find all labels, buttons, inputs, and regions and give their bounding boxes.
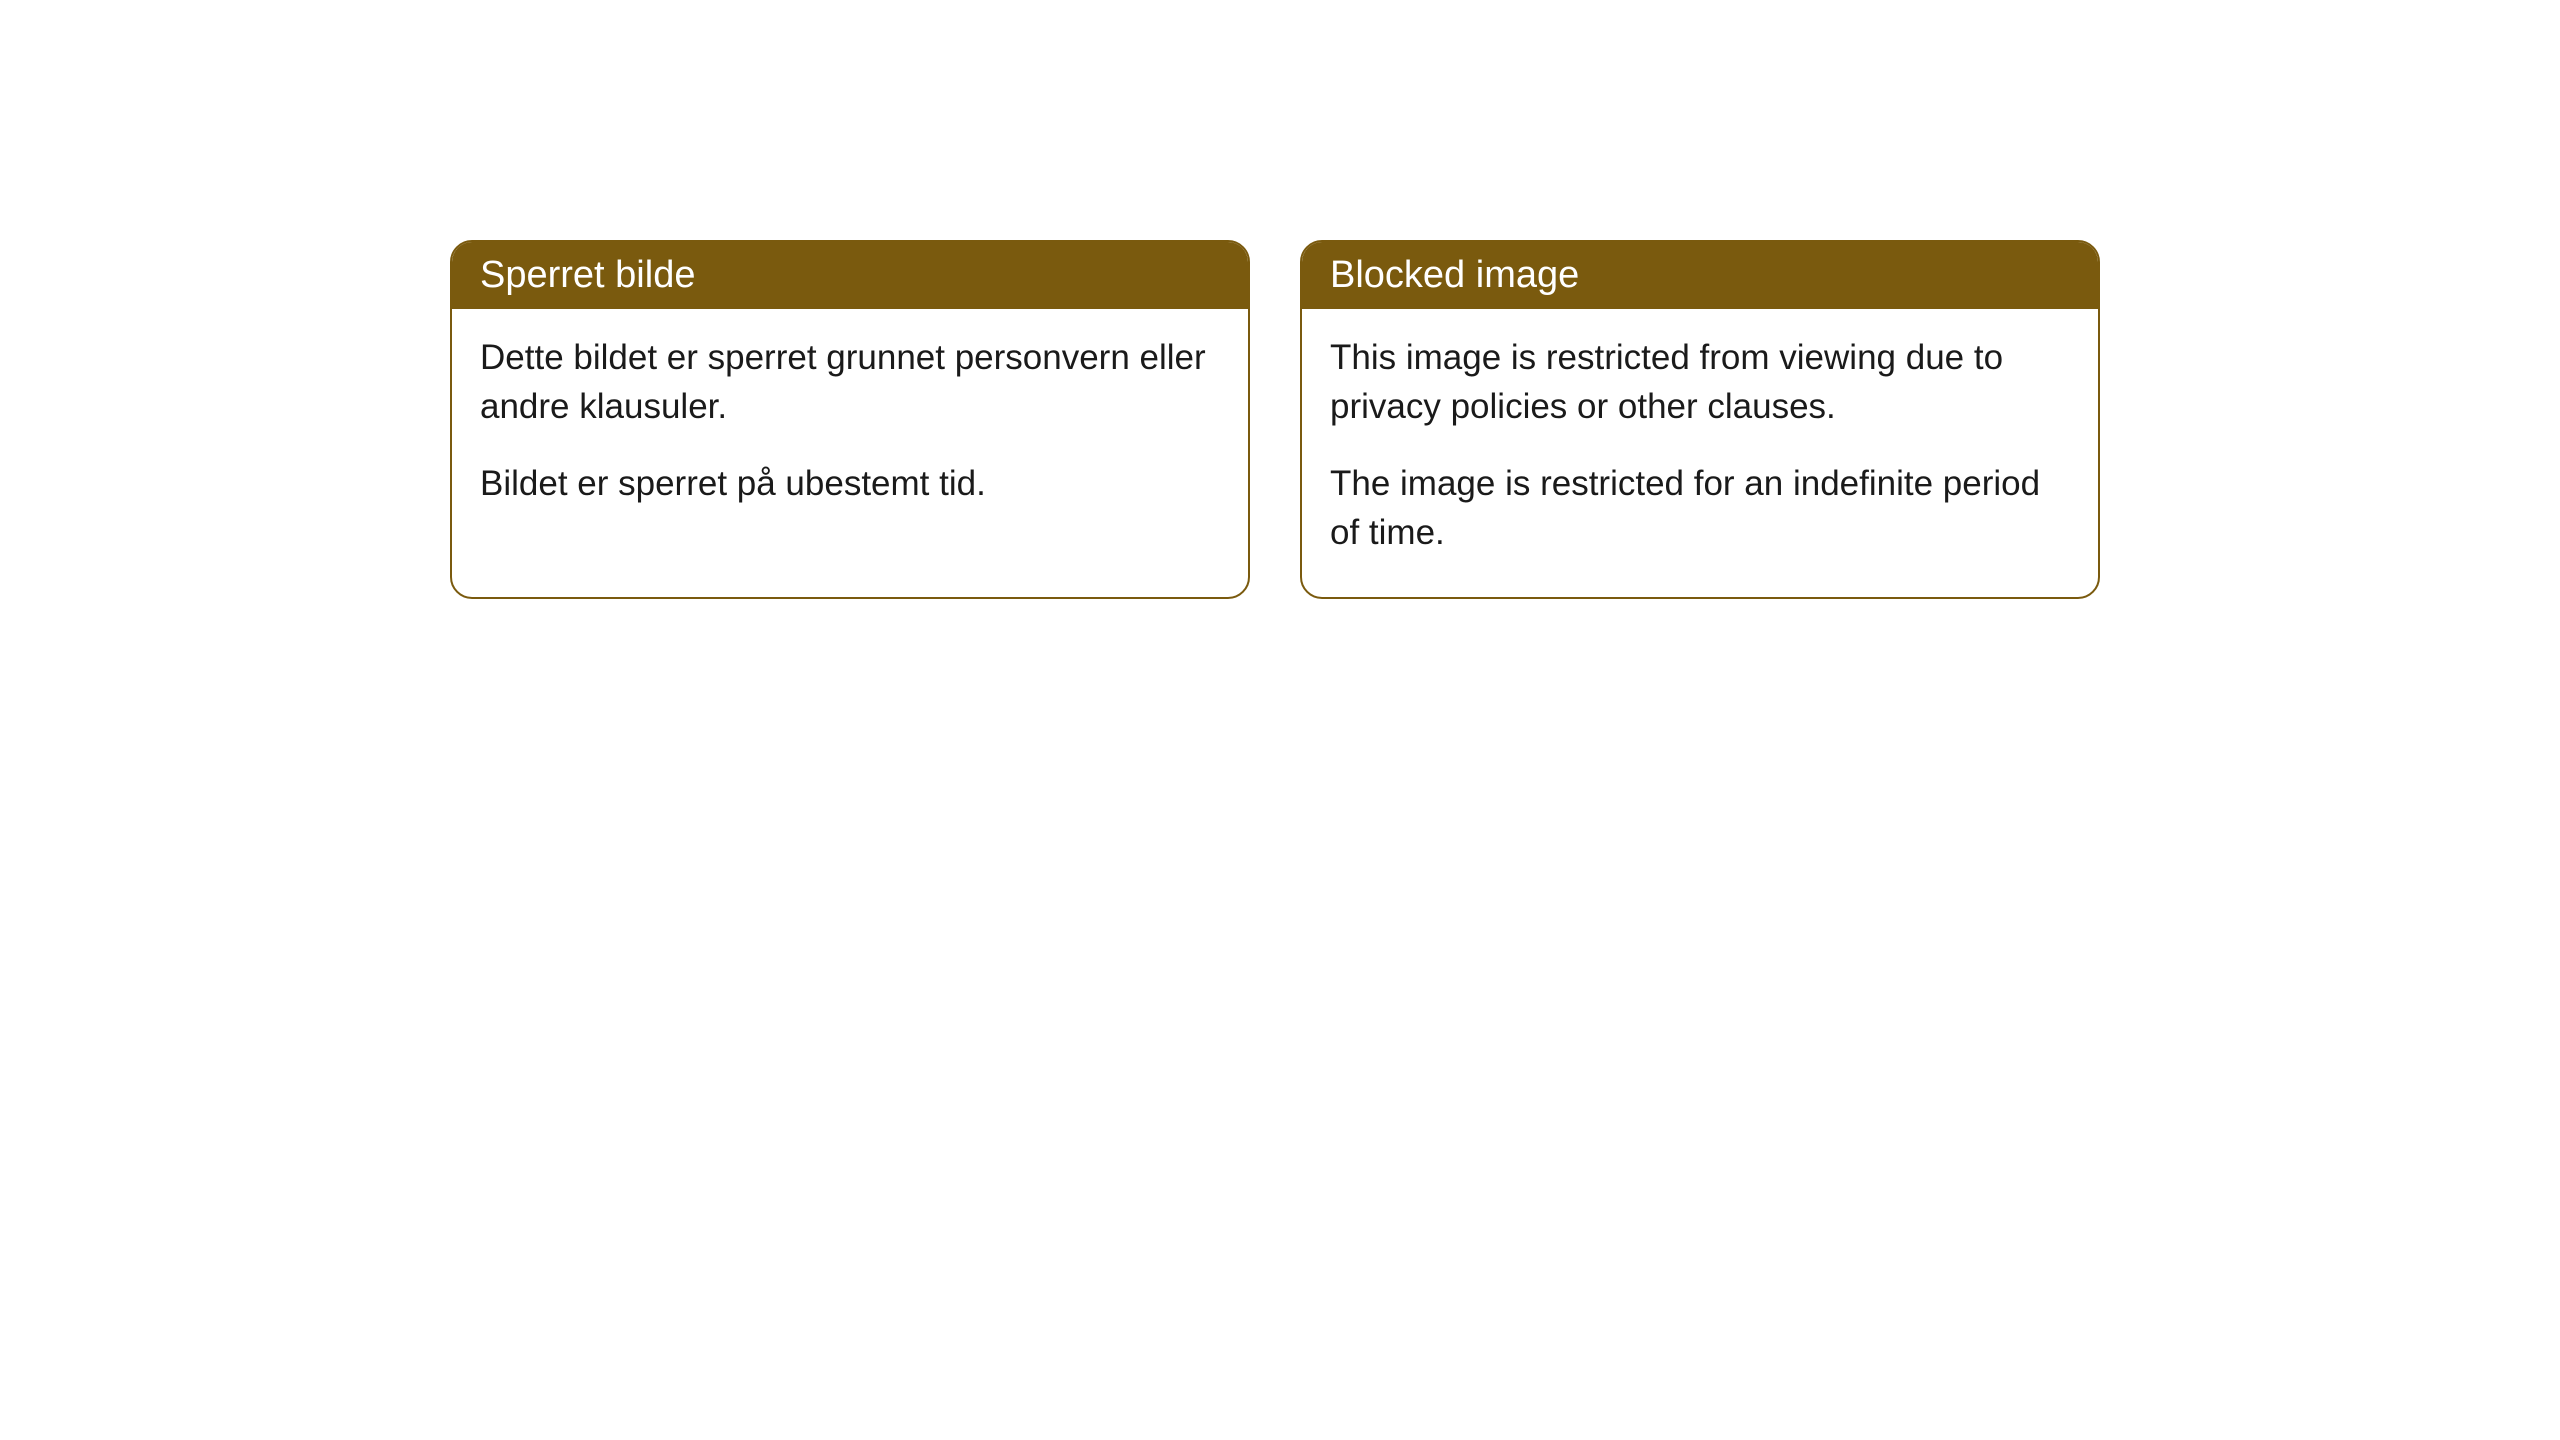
card-header-norwegian: Sperret bilde (452, 242, 1248, 309)
card-norwegian: Sperret bilde Dette bildet er sperret gr… (450, 240, 1250, 599)
card-title-english: Blocked image (1330, 254, 1579, 296)
card-english: Blocked image This image is restricted f… (1300, 240, 2100, 599)
card-paragraph-2-english: The image is restricted for an indefinit… (1330, 459, 2070, 557)
card-paragraph-1-norwegian: Dette bildet er sperret grunnet personve… (480, 333, 1220, 431)
card-title-norwegian: Sperret bilde (480, 254, 695, 296)
cards-container: Sperret bilde Dette bildet er sperret gr… (450, 240, 2100, 599)
card-paragraph-2-norwegian: Bildet er sperret på ubestemt tid. (480, 459, 1220, 508)
card-body-english: This image is restricted from viewing du… (1302, 309, 2098, 597)
card-body-norwegian: Dette bildet er sperret grunnet personve… (452, 309, 1248, 548)
card-header-english: Blocked image (1302, 242, 2098, 309)
card-paragraph-1-english: This image is restricted from viewing du… (1330, 333, 2070, 431)
